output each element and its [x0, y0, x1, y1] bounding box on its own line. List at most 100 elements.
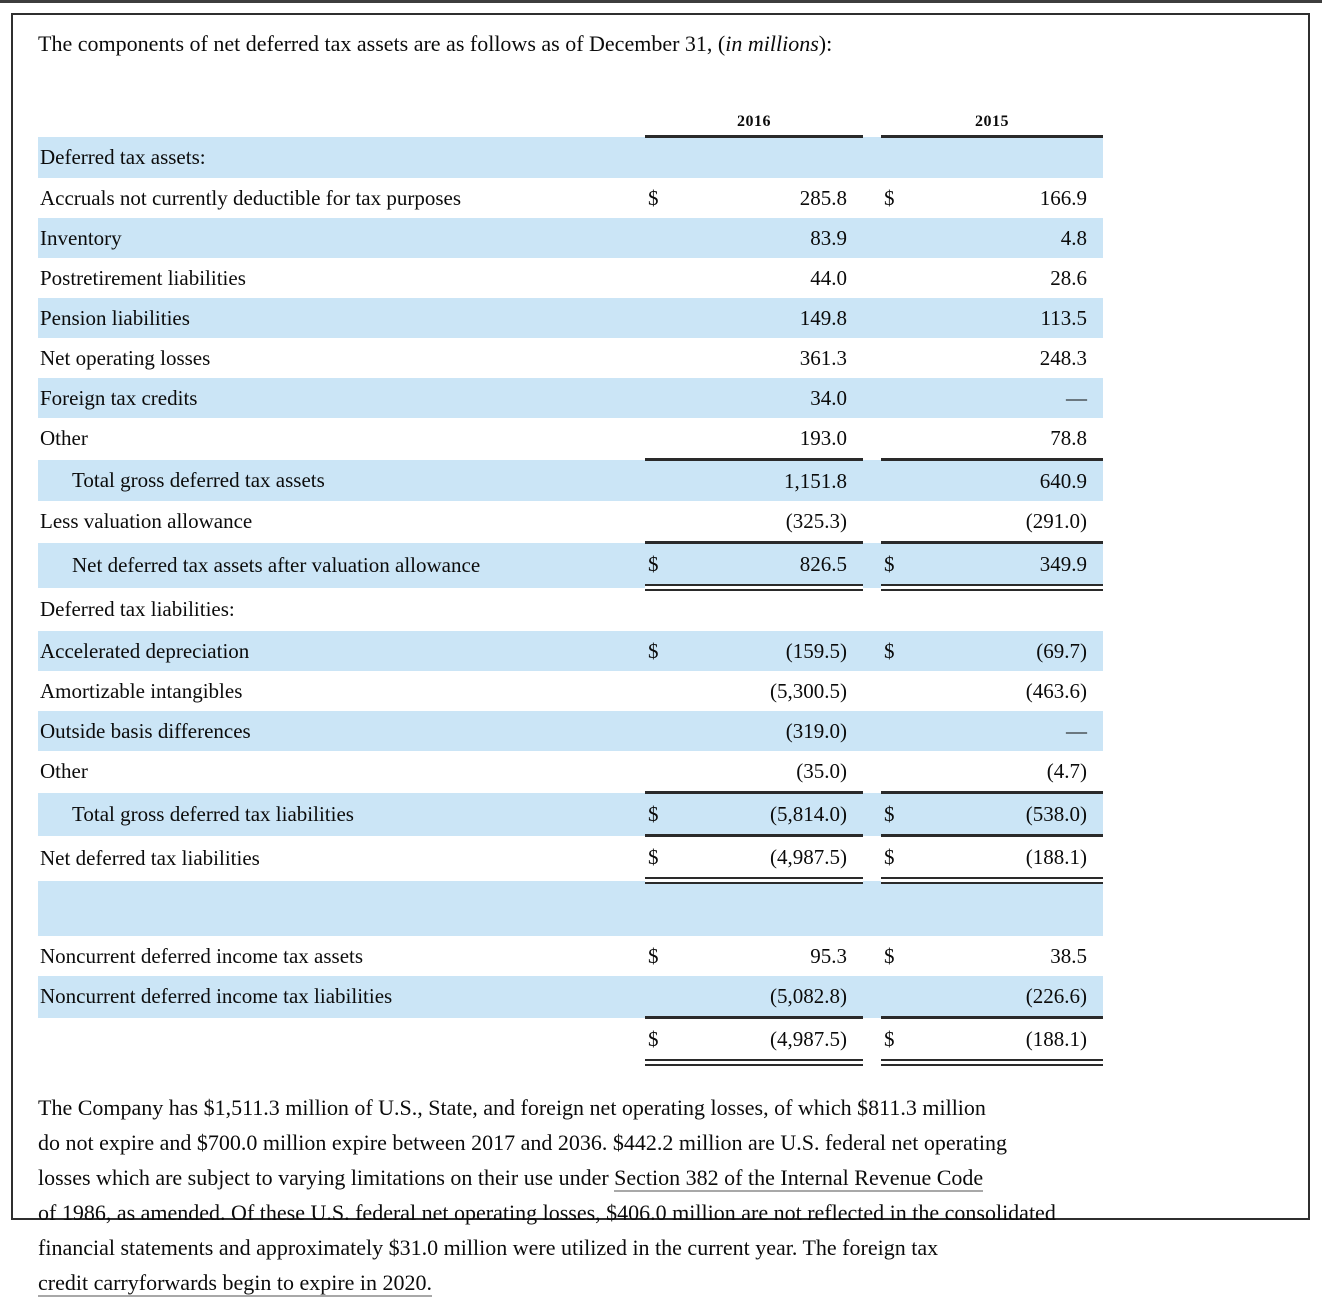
- row-label: Total gross deferred tax liabilities: [38, 792, 645, 836]
- value-2015: (226.6): [923, 976, 1103, 1019]
- currency-symbol-2016: $: [645, 631, 683, 671]
- footnote-text: of 1986, as amended. Of these U.S. feder…: [38, 1200, 1056, 1225]
- table-row: Net deferred tax liabilities $ (4,987.5) $(…: [38, 835, 1103, 884]
- column-gap: [863, 976, 881, 1018]
- row-label: Accruals not currently deductible for ta…: [38, 178, 645, 218]
- value-2015: 28.6: [923, 258, 1103, 298]
- currency-symbol-2016: $: [645, 936, 683, 976]
- value-2016: 285.8: [683, 178, 863, 218]
- value-2016: 34.0: [683, 378, 863, 418]
- footnote-line: The Company has $1,511.3 million of U.S.…: [38, 1090, 1308, 1125]
- footnote-line: losses which are subject to varying limi…: [38, 1160, 1308, 1195]
- footnote-text: The Company has $1,511.3 million of U.S.…: [38, 1095, 986, 1120]
- spacer-row: [38, 880, 1103, 936]
- currency-symbol-2016: [645, 711, 683, 751]
- footnote-line: do not expire and $700.0 million expire …: [38, 1125, 1308, 1160]
- table-row: Accelerated depreciation $ (159.5) $ (69.7): [38, 631, 1103, 671]
- table-row: Less valuation allowance (325.3) (291.0): [38, 501, 1103, 543]
- column-gap: [863, 418, 881, 460]
- table-row: Total gross deferred tax liabilities $ (5,…: [38, 791, 1103, 837]
- top-edge-line: [0, 0, 1322, 3]
- header-row: 2016 2015: [38, 89, 1103, 138]
- column-gap: [863, 880, 881, 936]
- row-label: Pension liabilities: [38, 298, 645, 338]
- currency-symbol-2016: $: [645, 835, 683, 884]
- intro-text: The components of net deferred tax asset…: [38, 31, 726, 56]
- value-2016: (159.5): [683, 631, 863, 671]
- row-label: [38, 1017, 645, 1063]
- column-gap: [863, 711, 881, 751]
- row-label: Other: [38, 751, 645, 793]
- deferred-tax-table: 2016 2015 Deferred tax assets: Accruals n…: [38, 89, 1103, 1066]
- currency-symbol-2015: [881, 501, 923, 543]
- row-label: Inventory: [38, 218, 645, 258]
- table-row: Deferred tax liabilities:: [38, 587, 1103, 631]
- value-2015: —: [923, 711, 1103, 751]
- table-row: Deferred tax assets:: [38, 136, 1103, 178]
- footnote-underlined-text: Section 382 of the Internal Revenue Code: [614, 1165, 984, 1192]
- row-label: Noncurrent deferred income tax liabiliti…: [38, 976, 645, 1018]
- table-header: 2016 2015: [38, 89, 1103, 138]
- currency-symbol-2016: [645, 671, 683, 711]
- row-label: Accelerated depreciation: [38, 631, 645, 671]
- currency-symbol-2015: $: [881, 1017, 923, 1066]
- value-2016: 1,151.8: [683, 458, 863, 501]
- row-label: Deferred tax assets:: [38, 136, 645, 178]
- intro-text: ):: [818, 31, 833, 56]
- currency-symbol-2015: [881, 136, 923, 178]
- currency-symbol-2016: [645, 136, 683, 178]
- currency-symbol-2016: $: [645, 791, 683, 837]
- row-label: Outside basis differences: [38, 711, 645, 751]
- currency-symbol-2015: $: [881, 631, 923, 671]
- currency-symbol-2016: $: [645, 178, 683, 218]
- value-2015: 166.9: [923, 178, 1103, 218]
- value-2015: 640.9: [923, 458, 1103, 501]
- table-row: Noncurrent deferred income tax liabiliti…: [38, 976, 1103, 1019]
- row-label: Deferred tax liabilities:: [38, 587, 645, 631]
- row-label: Net operating losses: [38, 338, 645, 378]
- column-gap: [863, 751, 881, 793]
- value-2015: (4.7): [923, 751, 1103, 793]
- column-gap: [863, 671, 881, 711]
- value-2016: 44.0: [683, 258, 863, 298]
- currency-symbol-2015: $: [881, 835, 923, 884]
- value-2016: (319.0): [683, 711, 863, 751]
- footnote-text: losses which are subject to varying limi…: [38, 1165, 615, 1190]
- value-2016: (35.0): [683, 751, 863, 793]
- currency-symbol-2015: [881, 671, 923, 711]
- row-label: Other: [38, 418, 645, 460]
- currency-symbol-2015: [881, 751, 923, 793]
- column-header-2016: 2016: [645, 89, 863, 138]
- header-spacer: [38, 89, 645, 137]
- intro-paragraph: The components of net deferred tax asset…: [38, 29, 1308, 59]
- document-frame: The components of net deferred tax asset…: [11, 13, 1310, 1297]
- value-2016: 826.5: [683, 541, 863, 591]
- value-2016: 83.9: [683, 218, 863, 258]
- intro-text: in millions: [725, 31, 819, 56]
- value-2015: (463.6): [923, 671, 1103, 711]
- currency-symbol-2015: $: [881, 791, 923, 837]
- value-2015: [923, 880, 1103, 936]
- table-row: $ (4,987.5) $ (188.1): [38, 1017, 1103, 1066]
- table-row: Total gross deferred tax assets 1,151.8 64…: [38, 458, 1103, 501]
- value-2015: 113.5: [923, 298, 1103, 338]
- row-label: [38, 880, 645, 936]
- currency-symbol-2015: [881, 338, 923, 378]
- value-2016: (325.3): [683, 501, 863, 543]
- value-2016: [683, 587, 863, 631]
- table-body: Deferred tax assets: Accruals not current…: [38, 136, 1103, 1066]
- currency-symbol-2015: [881, 587, 923, 631]
- currency-symbol-2015: [881, 218, 923, 258]
- column-gap: [863, 631, 881, 671]
- table-row: Pension liabilities 149.8 113.5: [38, 298, 1103, 338]
- currency-symbol-2016: [645, 378, 683, 418]
- row-label: Foreign tax credits: [38, 378, 645, 418]
- table-row: Foreign tax credits 34.0 —: [38, 378, 1103, 418]
- currency-symbol-2016: [645, 458, 683, 501]
- currency-symbol-2015: [881, 298, 923, 338]
- table-row: Accruals not currently deductible for ta…: [38, 178, 1103, 218]
- currency-symbol-2015: $: [881, 936, 923, 976]
- table-row: Amortizable intangibles (5,300.5) (463.6): [38, 671, 1103, 711]
- table-row: Other (35.0) (4.7): [38, 751, 1103, 793]
- currency-symbol-2015: [881, 378, 923, 418]
